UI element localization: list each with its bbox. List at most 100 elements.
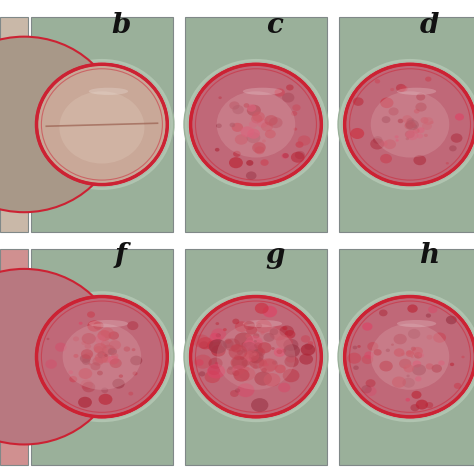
Ellipse shape [404,122,414,129]
Ellipse shape [102,353,105,355]
Ellipse shape [252,111,265,122]
Ellipse shape [34,294,170,419]
Ellipse shape [284,356,299,367]
Ellipse shape [292,104,301,111]
Ellipse shape [112,379,125,389]
Ellipse shape [390,88,394,91]
Ellipse shape [345,297,474,417]
Ellipse shape [393,334,407,345]
Ellipse shape [211,345,226,356]
FancyBboxPatch shape [339,249,474,465]
Ellipse shape [450,363,454,366]
Ellipse shape [258,359,267,366]
Ellipse shape [425,402,433,408]
Ellipse shape [207,364,225,379]
Ellipse shape [433,332,446,343]
Ellipse shape [264,115,278,126]
Ellipse shape [255,303,269,314]
Ellipse shape [109,340,121,350]
FancyBboxPatch shape [31,249,173,465]
Ellipse shape [260,331,264,335]
Ellipse shape [235,134,248,145]
FancyBboxPatch shape [339,17,474,232]
Ellipse shape [128,392,133,396]
Ellipse shape [0,269,119,445]
Ellipse shape [253,353,257,356]
Ellipse shape [373,136,383,144]
Ellipse shape [262,139,266,143]
Ellipse shape [395,139,399,142]
Ellipse shape [293,128,297,131]
Ellipse shape [304,343,313,350]
Ellipse shape [0,36,119,212]
Ellipse shape [272,361,277,365]
Ellipse shape [423,117,433,125]
Ellipse shape [405,398,410,401]
Text: f: f [115,242,127,269]
Ellipse shape [73,354,79,358]
Ellipse shape [238,367,255,381]
Ellipse shape [242,360,250,366]
Ellipse shape [404,365,414,373]
Ellipse shape [124,346,130,352]
FancyBboxPatch shape [31,17,173,232]
Ellipse shape [208,365,220,375]
Ellipse shape [246,326,257,335]
Ellipse shape [407,304,418,313]
Ellipse shape [283,344,300,357]
Ellipse shape [461,356,465,358]
Ellipse shape [191,64,321,184]
Ellipse shape [216,333,221,337]
Ellipse shape [209,357,223,369]
Ellipse shape [379,361,393,372]
Ellipse shape [255,146,264,155]
Ellipse shape [195,359,204,366]
Ellipse shape [295,141,303,148]
Ellipse shape [449,146,456,151]
Ellipse shape [241,349,246,353]
Ellipse shape [271,347,275,350]
Ellipse shape [246,160,254,166]
Ellipse shape [188,294,324,419]
Ellipse shape [386,349,390,352]
Ellipse shape [93,343,107,353]
Ellipse shape [132,348,136,351]
Ellipse shape [427,335,433,340]
Ellipse shape [108,356,119,365]
Ellipse shape [367,342,378,351]
Ellipse shape [244,103,249,108]
Ellipse shape [263,306,277,318]
Ellipse shape [250,356,258,362]
Ellipse shape [414,109,419,114]
Ellipse shape [199,371,205,376]
Ellipse shape [87,320,101,332]
Ellipse shape [257,118,268,128]
Ellipse shape [405,130,415,138]
Ellipse shape [230,390,239,397]
Ellipse shape [237,350,243,355]
Ellipse shape [365,379,375,387]
Ellipse shape [399,359,411,369]
Ellipse shape [410,123,416,127]
Ellipse shape [249,121,257,128]
Ellipse shape [371,324,449,390]
Ellipse shape [249,356,264,369]
Ellipse shape [243,320,282,327]
Ellipse shape [100,340,110,348]
Ellipse shape [412,364,426,375]
Ellipse shape [102,345,115,355]
Ellipse shape [130,356,142,365]
Ellipse shape [224,338,240,351]
Ellipse shape [347,353,361,364]
Ellipse shape [84,353,92,359]
Ellipse shape [237,383,255,397]
Ellipse shape [415,376,421,382]
Ellipse shape [228,366,233,370]
Ellipse shape [261,368,267,373]
Ellipse shape [216,322,219,325]
Ellipse shape [99,394,112,405]
Text: g: g [265,242,284,269]
Ellipse shape [82,358,90,365]
Ellipse shape [406,350,412,355]
Ellipse shape [246,132,260,143]
